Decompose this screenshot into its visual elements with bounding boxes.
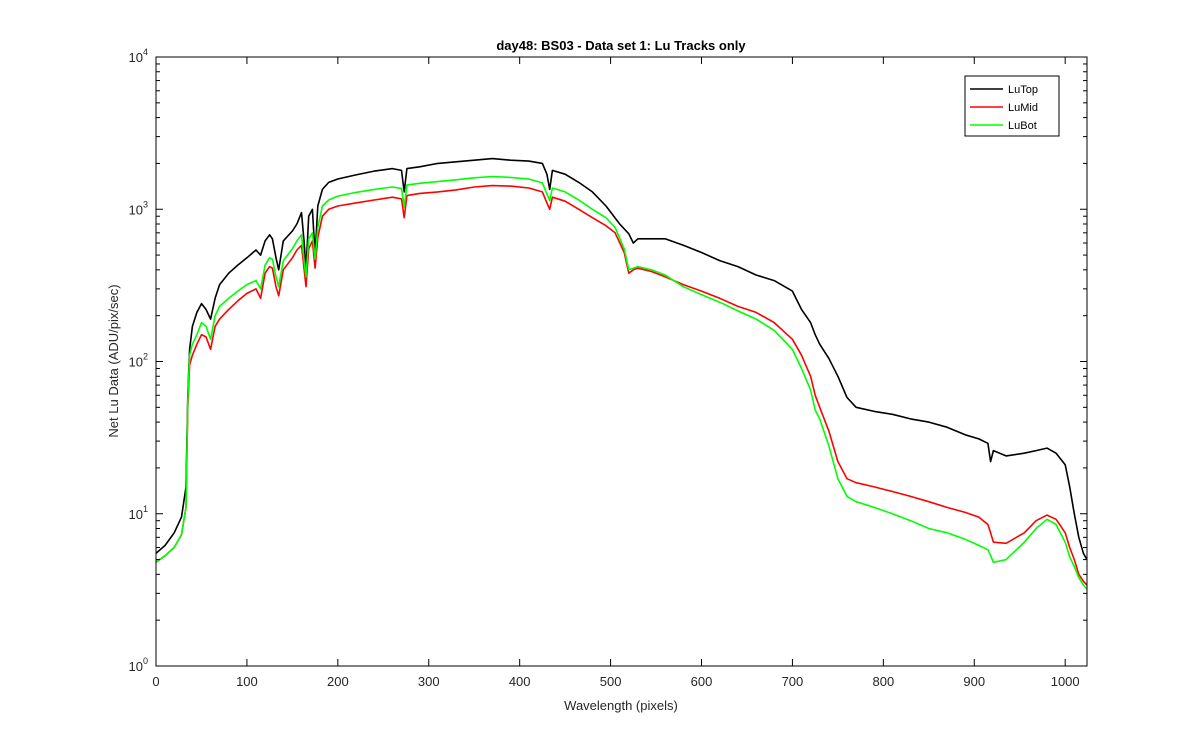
legend-label-lumid: LuMid bbox=[1008, 102, 1038, 114]
legend-box bbox=[964, 75, 1060, 137]
legend-label-lubot: LuBot bbox=[1008, 120, 1037, 132]
x-tick-label: 800 bbox=[872, 674, 894, 689]
series-line-lubot bbox=[155, 175, 1088, 590]
x-tick-label: 600 bbox=[691, 674, 713, 689]
y-tick-label: 102 bbox=[129, 352, 148, 370]
x-axis-title: Wavelength (pixels) bbox=[564, 698, 678, 713]
x-tick-label: 900 bbox=[963, 674, 985, 689]
plot-area bbox=[156, 57, 1087, 666]
x-tick-label: 200 bbox=[327, 674, 349, 689]
x-tick-label: 700 bbox=[782, 674, 804, 689]
x-tick-label: 300 bbox=[418, 674, 440, 689]
legend: LuTop LuMid LuBot bbox=[964, 75, 1060, 137]
x-tick-label: 100 bbox=[236, 674, 258, 689]
legend-label-lutop: LuTop bbox=[1008, 84, 1038, 96]
x-tick-label: 1000 bbox=[1051, 674, 1080, 689]
y-axis-title: Net Lu Data (ADU/pix/sec) bbox=[106, 284, 121, 437]
chart-title: day48: BS03 - Data set 1: Lu Tracks only bbox=[496, 38, 746, 53]
x-tick-label: 500 bbox=[600, 674, 622, 689]
y-tick-label: 104 bbox=[129, 47, 148, 65]
series-line-lumid bbox=[155, 184, 1088, 586]
y-tick-label: 101 bbox=[129, 504, 148, 522]
series-line-lutop bbox=[155, 157, 1088, 560]
y-tick-label: 100 bbox=[129, 656, 148, 674]
y-tick-label: 103 bbox=[129, 199, 148, 217]
x-tick-label: 0 bbox=[152, 674, 159, 689]
series-lines bbox=[155, 157, 1088, 590]
x-tick-label: 400 bbox=[509, 674, 531, 689]
